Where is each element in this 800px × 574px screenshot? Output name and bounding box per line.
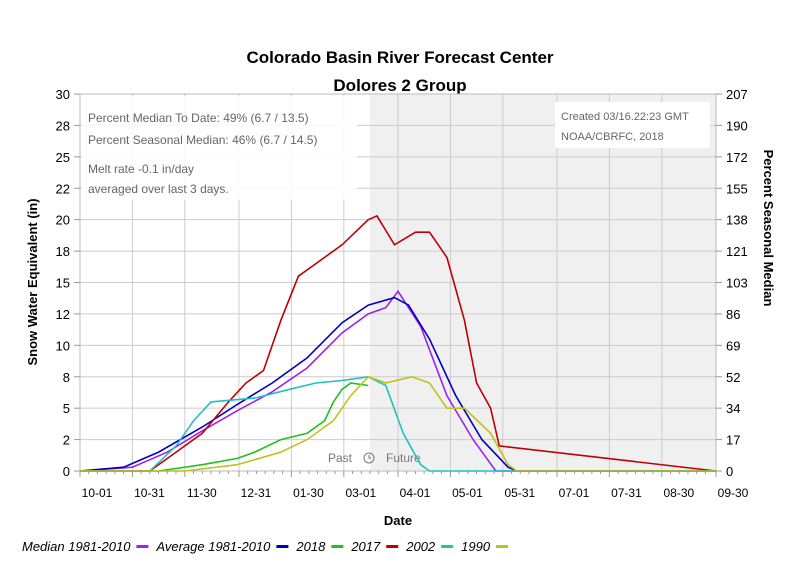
y2-tick-label: 0: [726, 464, 733, 479]
x-tick-label: 01-30: [293, 486, 324, 500]
y2-tick-label: 17: [726, 433, 740, 448]
y-tick-label: 0: [63, 464, 70, 479]
x-tick-label: 03-01: [345, 486, 376, 500]
x-tick-label: 09-30: [718, 486, 749, 500]
y2-axis-label: Percent Seasonal Median: [761, 150, 776, 307]
y-axis-label: Snow Water Equivalent (in): [25, 198, 40, 365]
y2-tick-label: 121: [726, 244, 748, 259]
legend-swatch: [136, 545, 149, 548]
legend-label: 2018: [295, 539, 326, 554]
legend-swatch: [276, 545, 289, 548]
y-tick-label: 22: [56, 181, 70, 196]
legend-swatch: [386, 545, 399, 548]
x-tick-label: 07-31: [611, 486, 642, 500]
y-tick-label: 18: [56, 244, 70, 259]
melt-rate: Melt rate -0.1 in/day: [88, 162, 194, 176]
y2-tick-label: 155: [726, 181, 748, 196]
series-line-2002: [80, 375, 716, 472]
y-tick-label: 20: [56, 213, 70, 228]
y2-tick-label: 103: [726, 276, 748, 291]
melt-rate-note: averaged over last 3 days.: [88, 182, 229, 196]
future-label: Future: [386, 451, 421, 465]
x-tick-label: 10-01: [82, 486, 113, 500]
legend-label: Median 1981-2010: [22, 539, 131, 554]
y-tick-label: 8: [63, 370, 70, 385]
stat-seasonal-median: Percent Seasonal Median: 46% (6.7 / 14.5…: [88, 133, 317, 147]
x-tick-label: 10-31: [134, 486, 165, 500]
x-tick-label: 05-01: [452, 486, 483, 500]
y2-tick-label: 86: [726, 307, 740, 322]
chart-title: Colorado Basin River Forecast Center: [246, 48, 553, 67]
series-line-average-1981-2010: [79, 296, 716, 472]
stats-box: [82, 96, 357, 200]
x-tick-label: 12-31: [241, 486, 272, 500]
y2-tick-label: 52: [726, 370, 740, 385]
credit: NOAA/CBRFC, 2018: [561, 131, 664, 143]
y2-tick-label: 190: [726, 118, 748, 133]
legend-label: 1990: [461, 539, 491, 554]
y-tick-label: 2: [63, 433, 70, 448]
y-tick-label: 25: [56, 150, 70, 165]
y-tick-label: 28: [56, 118, 70, 133]
series-line-median-1981-2010: [79, 289, 716, 472]
x-tick-label: 05-31: [504, 486, 535, 500]
x-tick-label: 07-01: [559, 486, 590, 500]
x-tick-label: 04-01: [400, 486, 431, 500]
series-line-1990: [80, 375, 716, 472]
credit-box: [555, 102, 710, 148]
legend-swatch: [331, 545, 344, 548]
y2-tick-label: 34: [726, 401, 740, 416]
created-date: Created 03/16.22:23 GMT: [561, 111, 689, 123]
y-tick-label: 5: [63, 401, 70, 416]
y-tick-label: 15: [56, 276, 70, 291]
legend-swatch: [441, 545, 454, 548]
past-label: Past: [328, 451, 353, 465]
legend-label: 2017: [350, 539, 381, 554]
y2-tick-label: 172: [726, 150, 748, 165]
legend-swatch: [496, 545, 509, 548]
y2-tick-label: 138: [726, 213, 748, 228]
y2-tick-label: 207: [726, 87, 748, 102]
x-tick-label: 08-30: [663, 486, 694, 500]
stat-median-to-date: Percent Median To Date: 49% (6.7 / 13.5): [88, 111, 309, 125]
y2-tick-label: 69: [726, 338, 740, 353]
series-line-2018: [80, 382, 369, 472]
series-line-2017: [80, 214, 717, 472]
legend-label: Average 1981-2010: [155, 539, 271, 554]
y-tick-label: 12: [56, 307, 70, 322]
chart-subtitle: Dolores 2 Group: [333, 76, 466, 95]
y-tick-label: 10: [56, 338, 70, 353]
x-axis-label: Date: [384, 513, 412, 528]
x-tick-label: 11-30: [187, 486, 217, 500]
clock-icon: [363, 452, 375, 464]
legend-label: 2002: [405, 539, 436, 554]
y-tick-label: 30: [56, 87, 70, 102]
